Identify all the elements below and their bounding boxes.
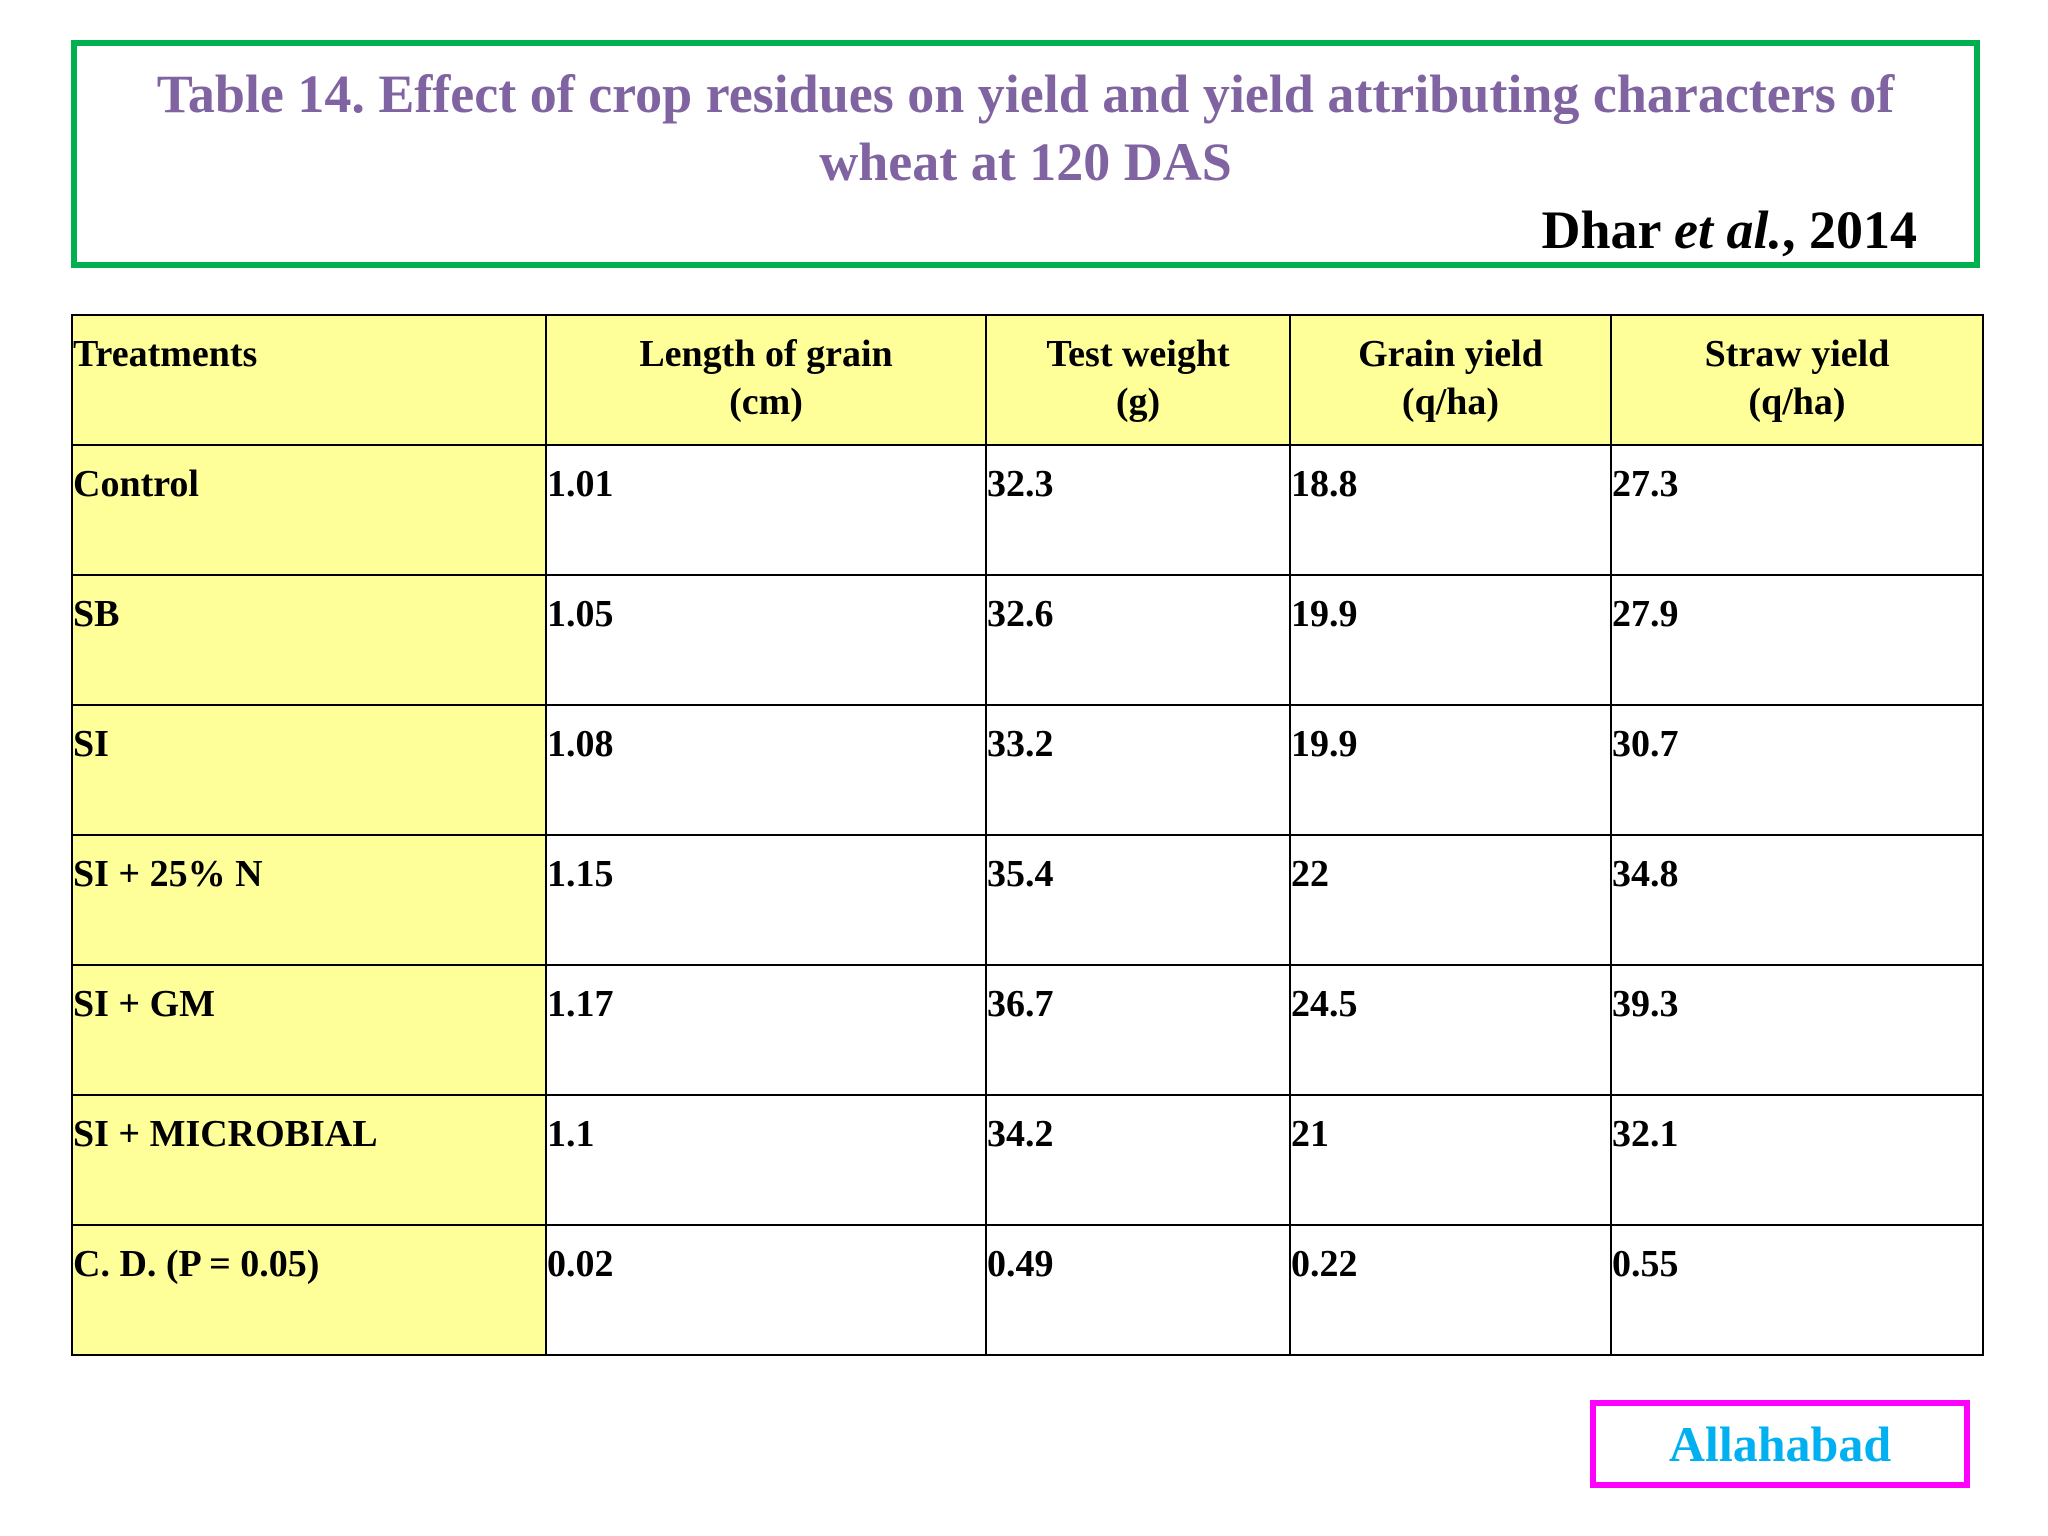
cell-length-highlight: 1.17 <box>545 964 987 1096</box>
cell-grain: 0.22 <box>1289 1224 1612 1356</box>
header-treatments: Treatments <box>71 314 547 446</box>
cell-length: 0.02 <box>545 1224 987 1356</box>
cell-length: 1.15 <box>545 834 987 966</box>
cell-straw: 34.8 <box>1610 834 1984 966</box>
row-treatment: SI + 25% N <box>71 834 547 966</box>
cell-length: 1.1 <box>545 1094 987 1226</box>
cell-grain: 19.9 <box>1289 574 1612 706</box>
row-treatment: Control <box>71 444 547 576</box>
row-treatment: SI <box>71 704 547 836</box>
cell-straw: 27.3 <box>1610 444 1984 576</box>
cell-length: 1.01 <box>545 444 987 576</box>
cell-length: 1.08 <box>545 704 987 836</box>
citation-year: , 2014 <box>1782 200 1917 260</box>
title-box: Table 14. Effect of crop residues on yie… <box>71 40 1980 268</box>
table-title: Table 14. Effect of crop residues on yie… <box>156 64 1895 192</box>
cell-grain-highlight: 24.5 <box>1289 964 1612 1096</box>
header-grain-yield: Grain yield (q/ha) <box>1289 314 1612 446</box>
row-treatment: SB <box>71 574 547 706</box>
location-box: Allahabad <box>1590 1400 1970 1488</box>
header-length-of-grain: Length of grain (cm) <box>545 314 987 446</box>
table-row-highlighted: SI + GM 1.17 36.7 24.5 39.3 <box>71 964 1984 1096</box>
cell-straw-highlight: 39.3 <box>1610 964 1984 1096</box>
citation-etal: et al. <box>1674 200 1782 260</box>
cell-weight-highlight: 36.7 <box>985 964 1291 1096</box>
cell-length: 1.05 <box>545 574 987 706</box>
table-row: SB 1.05 32.6 19.9 27.9 <box>71 574 1984 706</box>
cell-weight: 35.4 <box>985 834 1291 966</box>
cell-straw: 32.1 <box>1610 1094 1984 1226</box>
table-row: SI 1.08 33.2 19.9 30.7 <box>71 704 1984 836</box>
cell-grain: 19.9 <box>1289 704 1612 836</box>
cell-straw: 27.9 <box>1610 574 1984 706</box>
cell-weight: 34.2 <box>985 1094 1291 1226</box>
row-treatment: SI + GM <box>71 964 547 1096</box>
data-table: Treatments Length of grain (cm) Test wei… <box>71 314 1984 1356</box>
table-row: Control 1.01 32.3 18.8 27.3 <box>71 444 1984 576</box>
table-row: SI + 25% N 1.15 35.4 22 34.8 <box>71 834 1984 966</box>
location-label: Allahabad <box>1668 1416 1892 1472</box>
row-treatment: C. D. (P = 0.05) <box>71 1224 547 1356</box>
row-treatment: SI + MICROBIAL <box>71 1094 547 1226</box>
header-row: Treatments Length of grain (cm) Test wei… <box>71 314 1984 446</box>
table-row-cd: C. D. (P = 0.05) 0.02 0.49 0.22 0.55 <box>71 1224 1984 1356</box>
cell-straw: 30.7 <box>1610 704 1984 836</box>
cell-weight: 32.6 <box>985 574 1291 706</box>
cell-grain: 22 <box>1289 834 1612 966</box>
citation: Dhar et al., 2014 <box>1541 196 1917 264</box>
citation-author: Dhar <box>1541 200 1661 260</box>
cell-weight: 33.2 <box>985 704 1291 836</box>
header-test-weight: Test weight (g) <box>985 314 1291 446</box>
table-row: SI + MICROBIAL 1.1 34.2 21 32.1 <box>71 1094 1984 1226</box>
header-straw-yield: Straw yield (q/ha) <box>1610 314 1984 446</box>
cell-weight: 32.3 <box>985 444 1291 576</box>
cell-weight: 0.49 <box>985 1224 1291 1356</box>
cell-grain: 18.8 <box>1289 444 1612 576</box>
cell-grain: 21 <box>1289 1094 1612 1226</box>
cell-straw: 0.55 <box>1610 1224 1984 1356</box>
